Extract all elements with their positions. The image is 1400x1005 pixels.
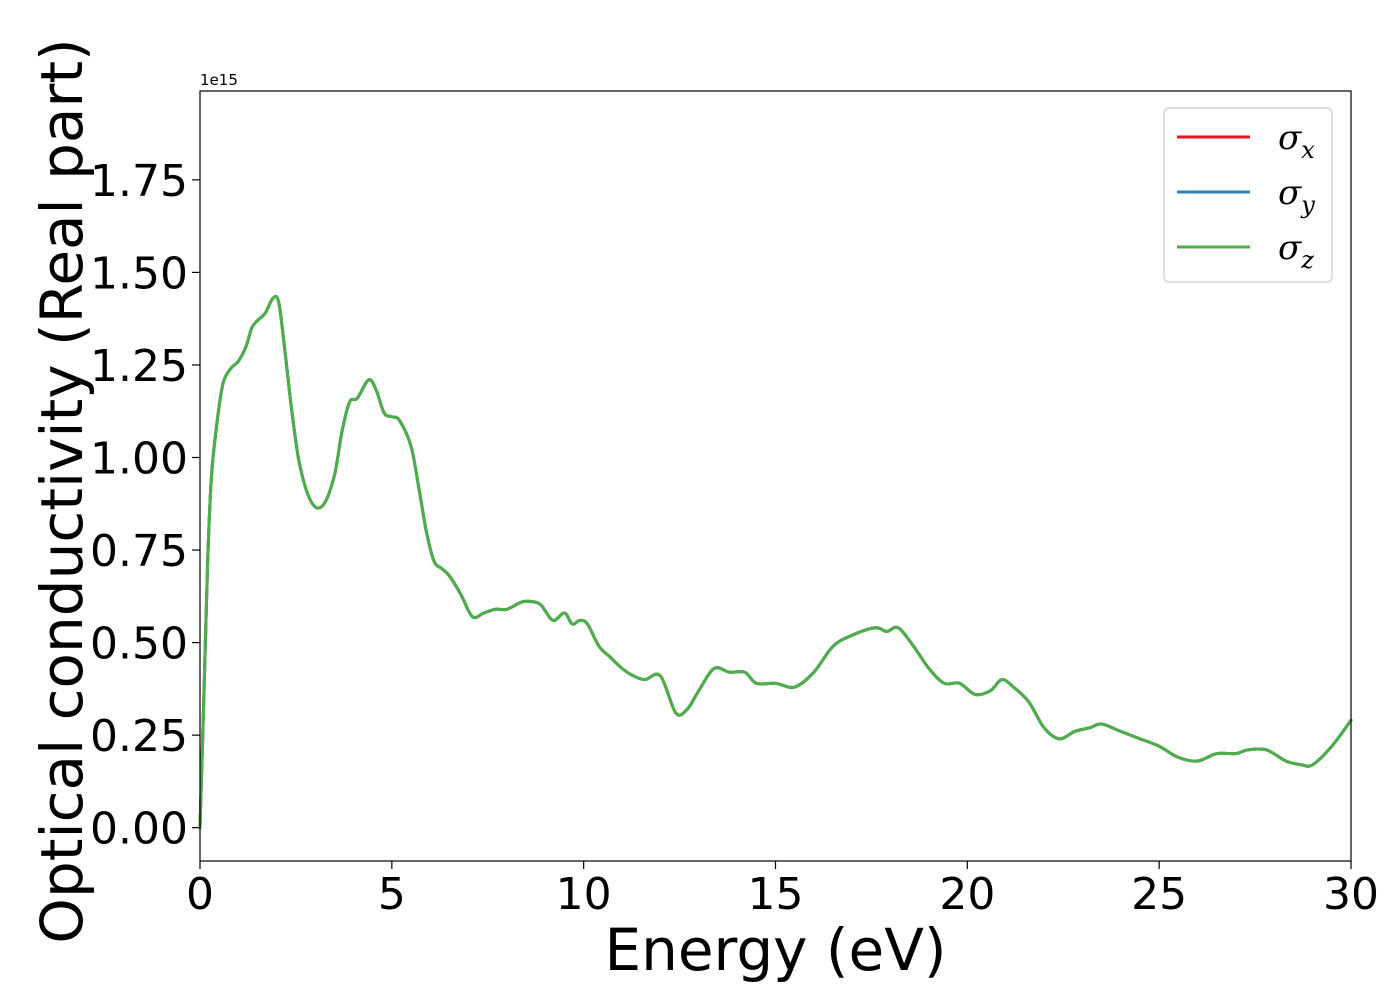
legend-label-z: σz (1278, 228, 1314, 274)
x-axis-title: Energy (eV) (604, 916, 946, 984)
x-axis: 0 5 10 15 20 25 30 (186, 861, 1379, 920)
x-tick-label: 15 (748, 869, 804, 920)
y-tick-label: 1.50 (90, 248, 188, 299)
y-tick-label: 1.25 (90, 341, 188, 392)
x-tick-label: 25 (1131, 869, 1187, 920)
x-tick-label: 5 (378, 869, 406, 920)
y-tick-label: 0.75 (90, 526, 188, 577)
y-axis: 0.00 0.25 0.50 0.75 1.00 1.25 1.50 1.75 (90, 156, 200, 855)
y-tick-label: 0.00 (90, 804, 188, 855)
y-tick-label: 1.00 (90, 433, 188, 484)
series-line-z (198, 294, 1353, 830)
legend-box (1163, 107, 1333, 283)
legend-label-y: σy (1278, 173, 1315, 219)
y-tick-label: 1.75 (90, 156, 188, 207)
x-tick-label: 20 (939, 869, 995, 920)
legend: σx σy σz (1163, 107, 1333, 283)
series-layer (198, 294, 1353, 830)
y-axis-title: Optical conductivity (Real part) (28, 38, 96, 943)
y-offset-label: 1e15 (200, 71, 238, 89)
x-tick-label: 30 (1323, 869, 1379, 920)
legend-label-x: σx (1278, 118, 1315, 164)
x-tick-label: 10 (556, 869, 612, 920)
y-tick-label: 0.50 (90, 619, 188, 670)
x-tick-label: 0 (186, 869, 214, 920)
y-tick-label: 0.25 (90, 711, 188, 762)
